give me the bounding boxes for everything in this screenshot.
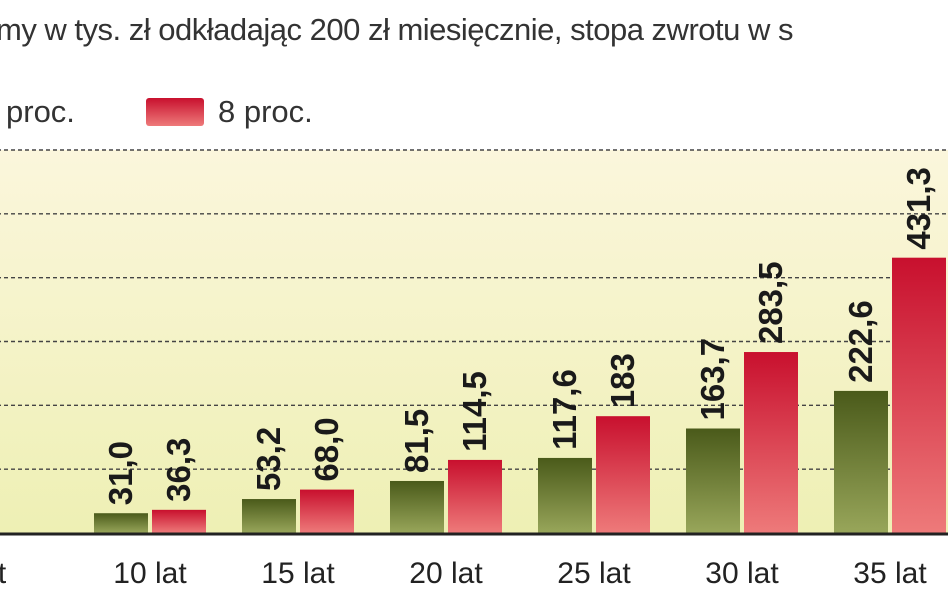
category-label: 25 lat xyxy=(557,557,631,590)
legend-item-green: proc. xyxy=(0,94,140,134)
legend-label-green: proc. xyxy=(6,94,75,129)
bar-red xyxy=(152,509,206,533)
chart-subtitle: my w tys. zł odkładając 200 zł miesięczn… xyxy=(0,12,793,47)
legend-item-red: 8 proc. xyxy=(146,94,346,134)
value-label-green: 222,6 xyxy=(842,300,879,383)
value-label-red: 68,0 xyxy=(308,417,345,481)
category-label: 15 lat xyxy=(261,557,335,590)
bar-green xyxy=(390,480,444,533)
bar-green xyxy=(94,513,148,533)
value-label-green: 31,0 xyxy=(102,441,139,505)
category-label: 20 lat xyxy=(409,557,483,590)
bar-red xyxy=(300,489,354,533)
bar-green xyxy=(242,499,296,533)
bar-green xyxy=(686,428,740,533)
value-label-red: 283,5 xyxy=(752,261,789,344)
bar-green xyxy=(834,390,888,533)
value-label-green: 117,6 xyxy=(546,369,583,450)
category-label: 10 lat xyxy=(113,557,187,590)
bar-red xyxy=(596,416,650,533)
category-label: t xyxy=(0,557,7,590)
bar-red xyxy=(744,352,798,533)
value-label-green: 53,2 xyxy=(250,427,287,491)
value-label-green: 163,7 xyxy=(694,338,731,421)
category-label: 35 lat xyxy=(853,557,927,590)
value-label-red: 183 xyxy=(604,353,641,408)
category-label: 30 lat xyxy=(705,557,779,590)
bar-red xyxy=(448,459,502,533)
value-label-green: 81,5 xyxy=(398,409,435,473)
value-label-red: 114,5 xyxy=(456,371,493,452)
legend-label-red: 8 proc. xyxy=(218,94,313,129)
bar-red xyxy=(892,257,946,533)
value-label-red: 431,3 xyxy=(900,167,937,250)
value-label-red: 36,3 xyxy=(160,438,197,502)
legend-swatch-red xyxy=(146,98,204,126)
bar-green xyxy=(538,457,592,533)
